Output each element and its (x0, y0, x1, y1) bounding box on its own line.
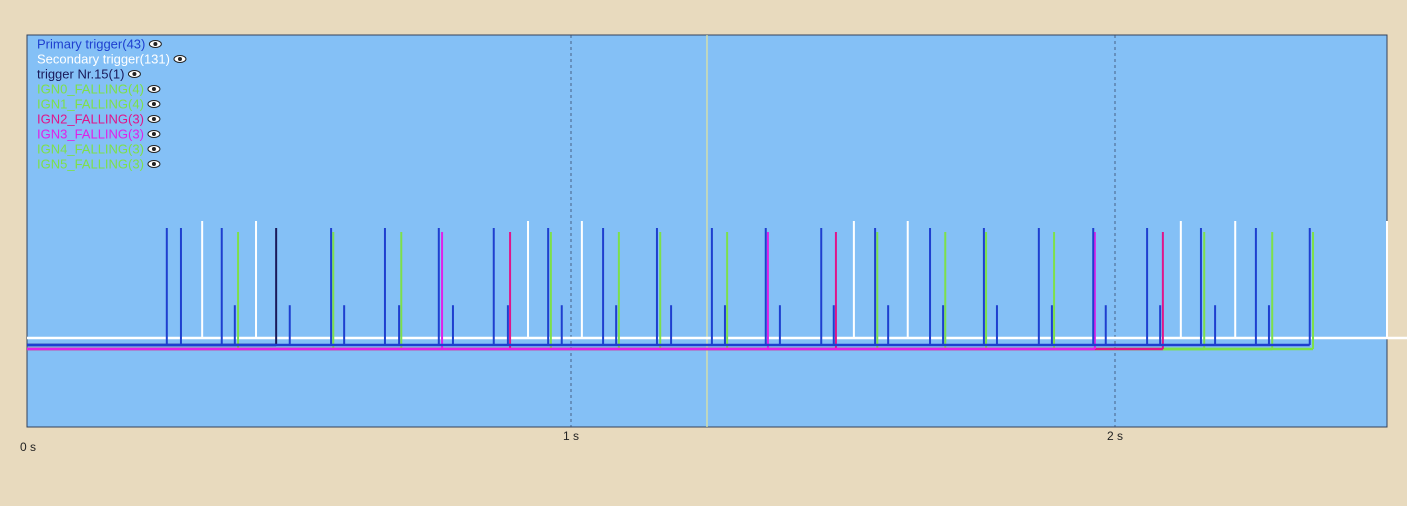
eye-pupil (151, 102, 156, 106)
x-tick-label: 2 s (1107, 429, 1123, 443)
visibility-toggle[interactable] (148, 40, 162, 48)
visibility-toggle[interactable] (173, 55, 187, 63)
visibility-toggle[interactable] (147, 85, 161, 93)
visibility-toggle[interactable] (147, 130, 161, 138)
legend-entry: trigger Nr.15(1) (37, 66, 124, 81)
eye-pupil (151, 87, 156, 91)
visibility-toggle[interactable] (147, 115, 161, 123)
legend-entry: IGN1_FALLING(4) (37, 96, 144, 111)
visibility-toggle[interactable] (147, 160, 161, 168)
legend-entry: IGN5_FALLING(3) (37, 156, 144, 171)
x-tick-label: 0 s (20, 440, 36, 454)
visibility-toggle[interactable] (147, 100, 161, 108)
visibility-toggle[interactable] (147, 145, 161, 153)
eye-pupil (132, 72, 137, 76)
eye-pupil (151, 132, 156, 136)
eye-pupil (151, 117, 156, 121)
signal (27, 232, 1096, 351)
eye-pupil (151, 162, 156, 166)
signal (27, 221, 1407, 340)
legend-entry: Secondary trigger(131) (37, 51, 170, 66)
legend-entry: IGN2_FALLING(3) (37, 111, 144, 126)
x-tick-label: 1 s (563, 429, 579, 443)
legend-entry: IGN4_FALLING(3) (37, 141, 144, 156)
legend-entry: Primary trigger(43) (37, 36, 145, 51)
visibility-toggle[interactable] (127, 70, 141, 78)
eye-pupil (153, 42, 158, 46)
eye-pupil (177, 57, 182, 61)
legend-entry: IGN3_FALLING(3) (37, 126, 144, 141)
legend-entry: IGN0_FALLING(4) (37, 81, 144, 96)
signal (27, 228, 1311, 347)
eye-pupil (151, 147, 156, 151)
